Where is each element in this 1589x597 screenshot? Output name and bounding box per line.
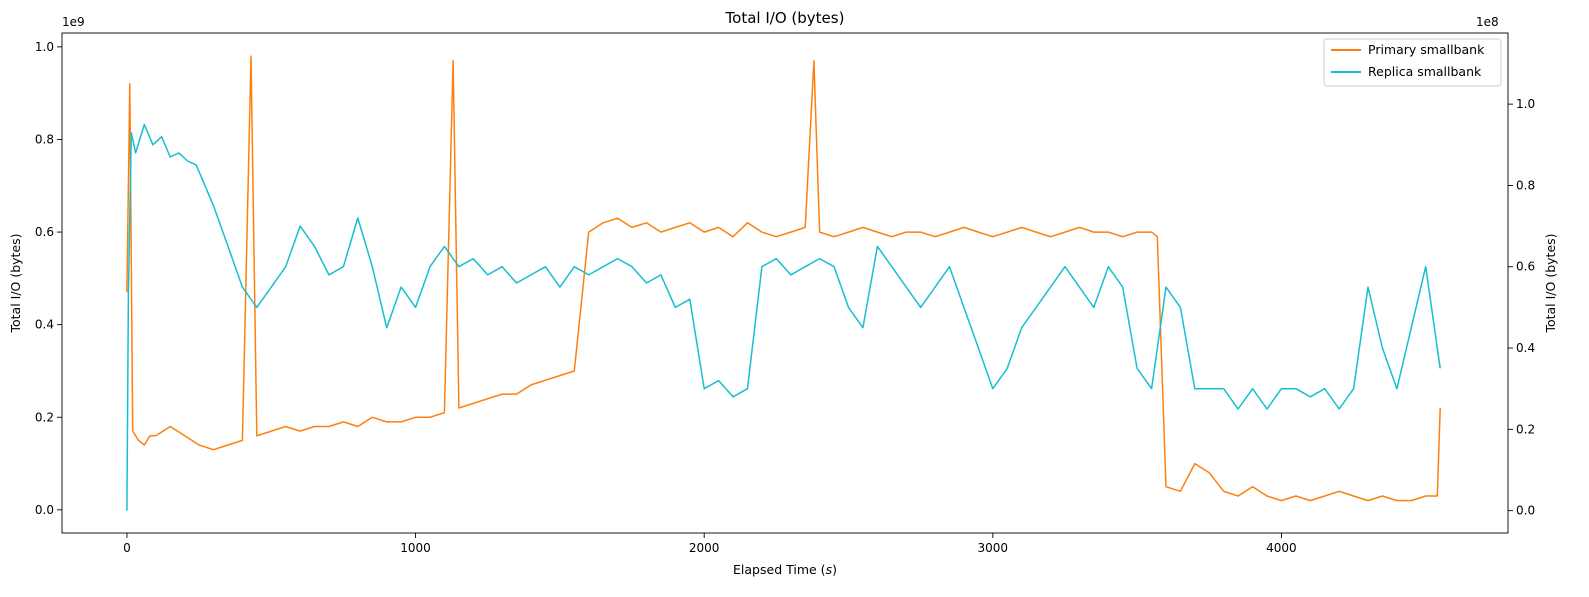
left-tick-label: 0.2 — [35, 410, 54, 424]
chart-title: Total I/O (bytes) — [725, 9, 845, 27]
left-tick-label: 0.8 — [35, 132, 54, 146]
legend-box — [1323, 38, 1502, 87]
right-y-axis: 0.0 0.2 0.4 0.6 0.8 1.0 — [1508, 97, 1535, 518]
left-y-axis-label: Total I/O (bytes) — [8, 233, 23, 333]
right-tick-label: 1.0 — [1516, 97, 1535, 111]
series-line-replica — [126, 123, 1441, 511]
x-tick-label: 4000 — [1266, 541, 1297, 555]
series-line-primary — [126, 55, 1441, 502]
series-layer — [126, 55, 1441, 511]
left-tick-label: 0.0 — [35, 503, 54, 517]
left-tick-label: 0.6 — [35, 225, 54, 239]
legend: Primary smallbank Replica smallbank — [1323, 38, 1502, 87]
left-tick-label: 1.0 — [35, 40, 54, 54]
left-tick-label: 0.4 — [35, 318, 54, 332]
legend-label-primary: Primary smallbank — [1368, 42, 1485, 57]
left-scale-label: 1e9 — [62, 15, 85, 29]
right-tick-label: 0.6 — [1516, 260, 1535, 274]
plot-frame — [61, 32, 1509, 534]
right-tick-label: 0.2 — [1516, 422, 1535, 436]
x-axis-label: Elapsed Time (s) — [733, 562, 837, 577]
left-y-axis: 0.0 0.2 0.4 0.6 0.8 1.0 — [35, 40, 62, 517]
right-tick-label: 0.8 — [1516, 178, 1535, 192]
x-tick-label: 2000 — [689, 541, 720, 555]
right-scale-label: 1e8 — [1476, 15, 1499, 29]
right-tick-label: 0.0 — [1516, 504, 1535, 518]
legend-label-replica: Replica smallbank — [1368, 64, 1482, 79]
right-y-axis-label: Total I/O (bytes) — [1543, 233, 1558, 333]
x-axis: 0 1000 2000 3000 4000 — [123, 533, 1297, 555]
x-tick-label: 3000 — [978, 541, 1009, 555]
right-tick-label: 0.4 — [1516, 341, 1535, 355]
x-tick-label: 1000 — [400, 541, 431, 555]
x-tick-label: 0 — [123, 541, 131, 555]
